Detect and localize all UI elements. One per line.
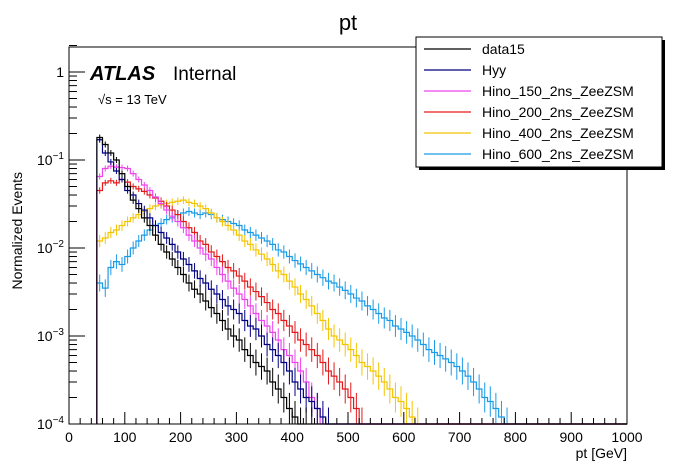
series-line	[96, 199, 627, 425]
x-tick-label: 700	[448, 429, 472, 445]
x-tick-label: 500	[336, 429, 360, 445]
legend-item: Hino_400_2ns_ZeeZSM	[424, 125, 634, 141]
atlas-label: ATLAS	[89, 63, 156, 85]
legend-item: data15	[424, 41, 525, 57]
legend-label: Hino_200_2ns_ZeeZSM	[482, 104, 634, 120]
x-tick-label: 100	[113, 429, 137, 445]
x-axis-label: pt [GeV]	[576, 445, 627, 461]
x-tick-label: 800	[504, 429, 528, 445]
legend-item: Hyy	[424, 62, 506, 78]
legend: data15 Hyy Hino_150_2ns_ZeeZSM Hino_200_2ns…	[415, 36, 665, 170]
legend-label: Hyy	[482, 62, 506, 78]
x-tick-label: 900	[560, 429, 584, 445]
series-line	[96, 136, 627, 425]
y-tick-label: 10−3	[37, 327, 64, 344]
series-line	[96, 178, 627, 425]
y-tick-label: 1	[56, 64, 64, 80]
x-tick-label: 400	[281, 429, 305, 445]
x-tick-label: 0	[65, 429, 73, 445]
x-tick-label: 1000	[611, 429, 642, 445]
x-axis: 0 100 200 300 400 500 600 700 800 900 1000	[65, 412, 643, 445]
y-axis-label: Normalized Events	[9, 172, 25, 290]
energy-label: √s = 13 TeV	[98, 92, 167, 107]
legend-item: Hino_200_2ns_ZeeZSM	[424, 104, 634, 120]
y-tick-label: 10−4	[37, 415, 64, 432]
y-tick-label: 10−1	[37, 151, 64, 168]
y-tick-label: 10−2	[37, 239, 64, 256]
legend-item: Hino_600_2ns_ZeeZSM	[424, 146, 634, 162]
series-line	[96, 210, 627, 425]
legend-item: Hino_150_2ns_ZeeZSM	[424, 83, 634, 99]
series-data15	[96, 134, 627, 425]
series-layer	[96, 134, 627, 425]
legend-label: Hino_150_2ns_ZeeZSM	[482, 83, 634, 99]
y-axis: 1 10−1 10−2 10−3 10−4	[37, 45, 85, 432]
x-tick-label: 300	[225, 429, 249, 445]
legend-label: data15	[482, 41, 525, 57]
chart-title: pt	[339, 10, 357, 35]
x-tick-label: 600	[392, 429, 416, 445]
series-Hino_200_2ns_ZeeZSM	[96, 176, 627, 425]
legend-box	[415, 36, 663, 168]
internal-label: Internal	[173, 64, 236, 85]
x-tick-label: 200	[169, 429, 193, 445]
series-line	[96, 139, 627, 425]
legend-label: Hino_400_2ns_ZeeZSM	[482, 125, 634, 141]
series-Hino_600_2ns_ZeeZSM	[96, 207, 627, 425]
series-Hyy	[96, 136, 627, 425]
legend-label: Hino_600_2ns_ZeeZSM	[482, 146, 634, 162]
